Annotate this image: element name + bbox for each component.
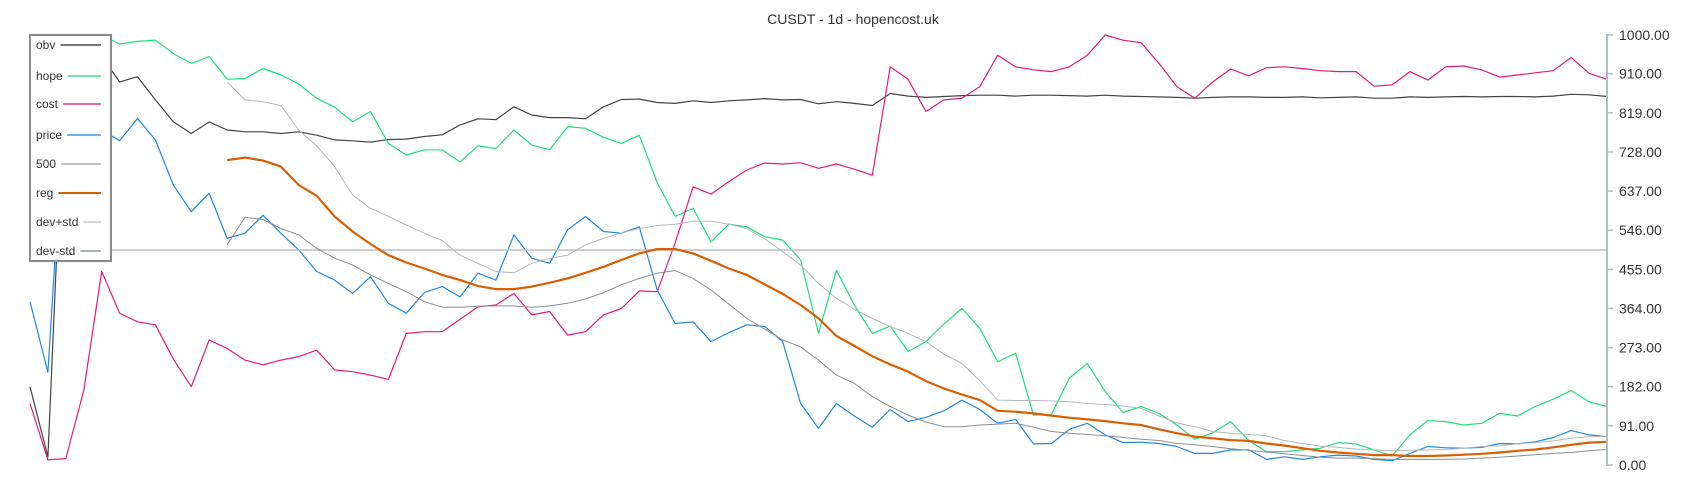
legend-label: hope xyxy=(36,69,63,83)
series-line-reg xyxy=(226,156,1608,458)
series-hope xyxy=(29,34,1608,457)
legend-item-price: price xyxy=(36,128,101,142)
legend-label: cost xyxy=(36,97,59,111)
series-obv xyxy=(29,43,1608,458)
series-line-hope xyxy=(29,34,1608,457)
legend-item-500: 500 xyxy=(36,157,101,171)
series-line-dev-std xyxy=(226,81,1608,452)
y-tick-label: 910.00 xyxy=(1619,66,1662,82)
y-tick-label: 91.00 xyxy=(1619,418,1654,434)
chart-title: CUSDT - 1d - hopencost.uk xyxy=(767,11,940,27)
series-dev-std xyxy=(226,81,1608,452)
series-line-dev-std xyxy=(226,216,1608,460)
legend-label: obv xyxy=(36,38,55,52)
legend-item-dev-std: dev+std xyxy=(36,215,101,229)
y-axis: 1000.00 910.00 819.00 728.00 637.00 546.00 455… xyxy=(1606,27,1670,473)
legend-item-cost: cost xyxy=(36,97,101,111)
series-price xyxy=(29,86,1608,462)
y-tick-label: 364.00 xyxy=(1619,300,1662,316)
legend-label: dev+std xyxy=(36,215,78,229)
y-tick-label: 1000.00 xyxy=(1619,27,1670,43)
series-line-cost xyxy=(29,34,1608,461)
legend: obv hope cost price 500 reg dev+std dev-std xyxy=(29,34,112,262)
legend-label: reg xyxy=(36,186,53,200)
y-tick-label: 819.00 xyxy=(1619,105,1662,121)
y-tick-label: 0.00 xyxy=(1619,457,1646,473)
legend-item-reg: reg xyxy=(36,186,101,200)
series-layer xyxy=(29,34,1608,462)
legend-box xyxy=(29,34,112,262)
y-tick-label: 637.00 xyxy=(1619,183,1662,199)
legend-label: dev-std xyxy=(36,244,75,258)
legend-item-dev-std: dev-std xyxy=(36,244,101,258)
y-tick-label: 182.00 xyxy=(1619,379,1662,395)
legend-label: price xyxy=(36,128,62,142)
series-line-obv xyxy=(29,43,1608,458)
series-line-price xyxy=(29,86,1608,462)
legend-label: 500 xyxy=(36,157,56,171)
series-cost xyxy=(29,34,1608,461)
y-tick-label: 728.00 xyxy=(1619,144,1662,160)
y-tick-label: 455.00 xyxy=(1619,261,1662,277)
y-tick-label: 546.00 xyxy=(1619,222,1662,238)
series-dev-std xyxy=(226,216,1608,460)
legend-item-obv: obv xyxy=(36,38,101,52)
series-reg xyxy=(226,156,1608,458)
legend-item-hope: hope xyxy=(36,69,101,83)
y-tick-label: 273.00 xyxy=(1619,340,1662,356)
